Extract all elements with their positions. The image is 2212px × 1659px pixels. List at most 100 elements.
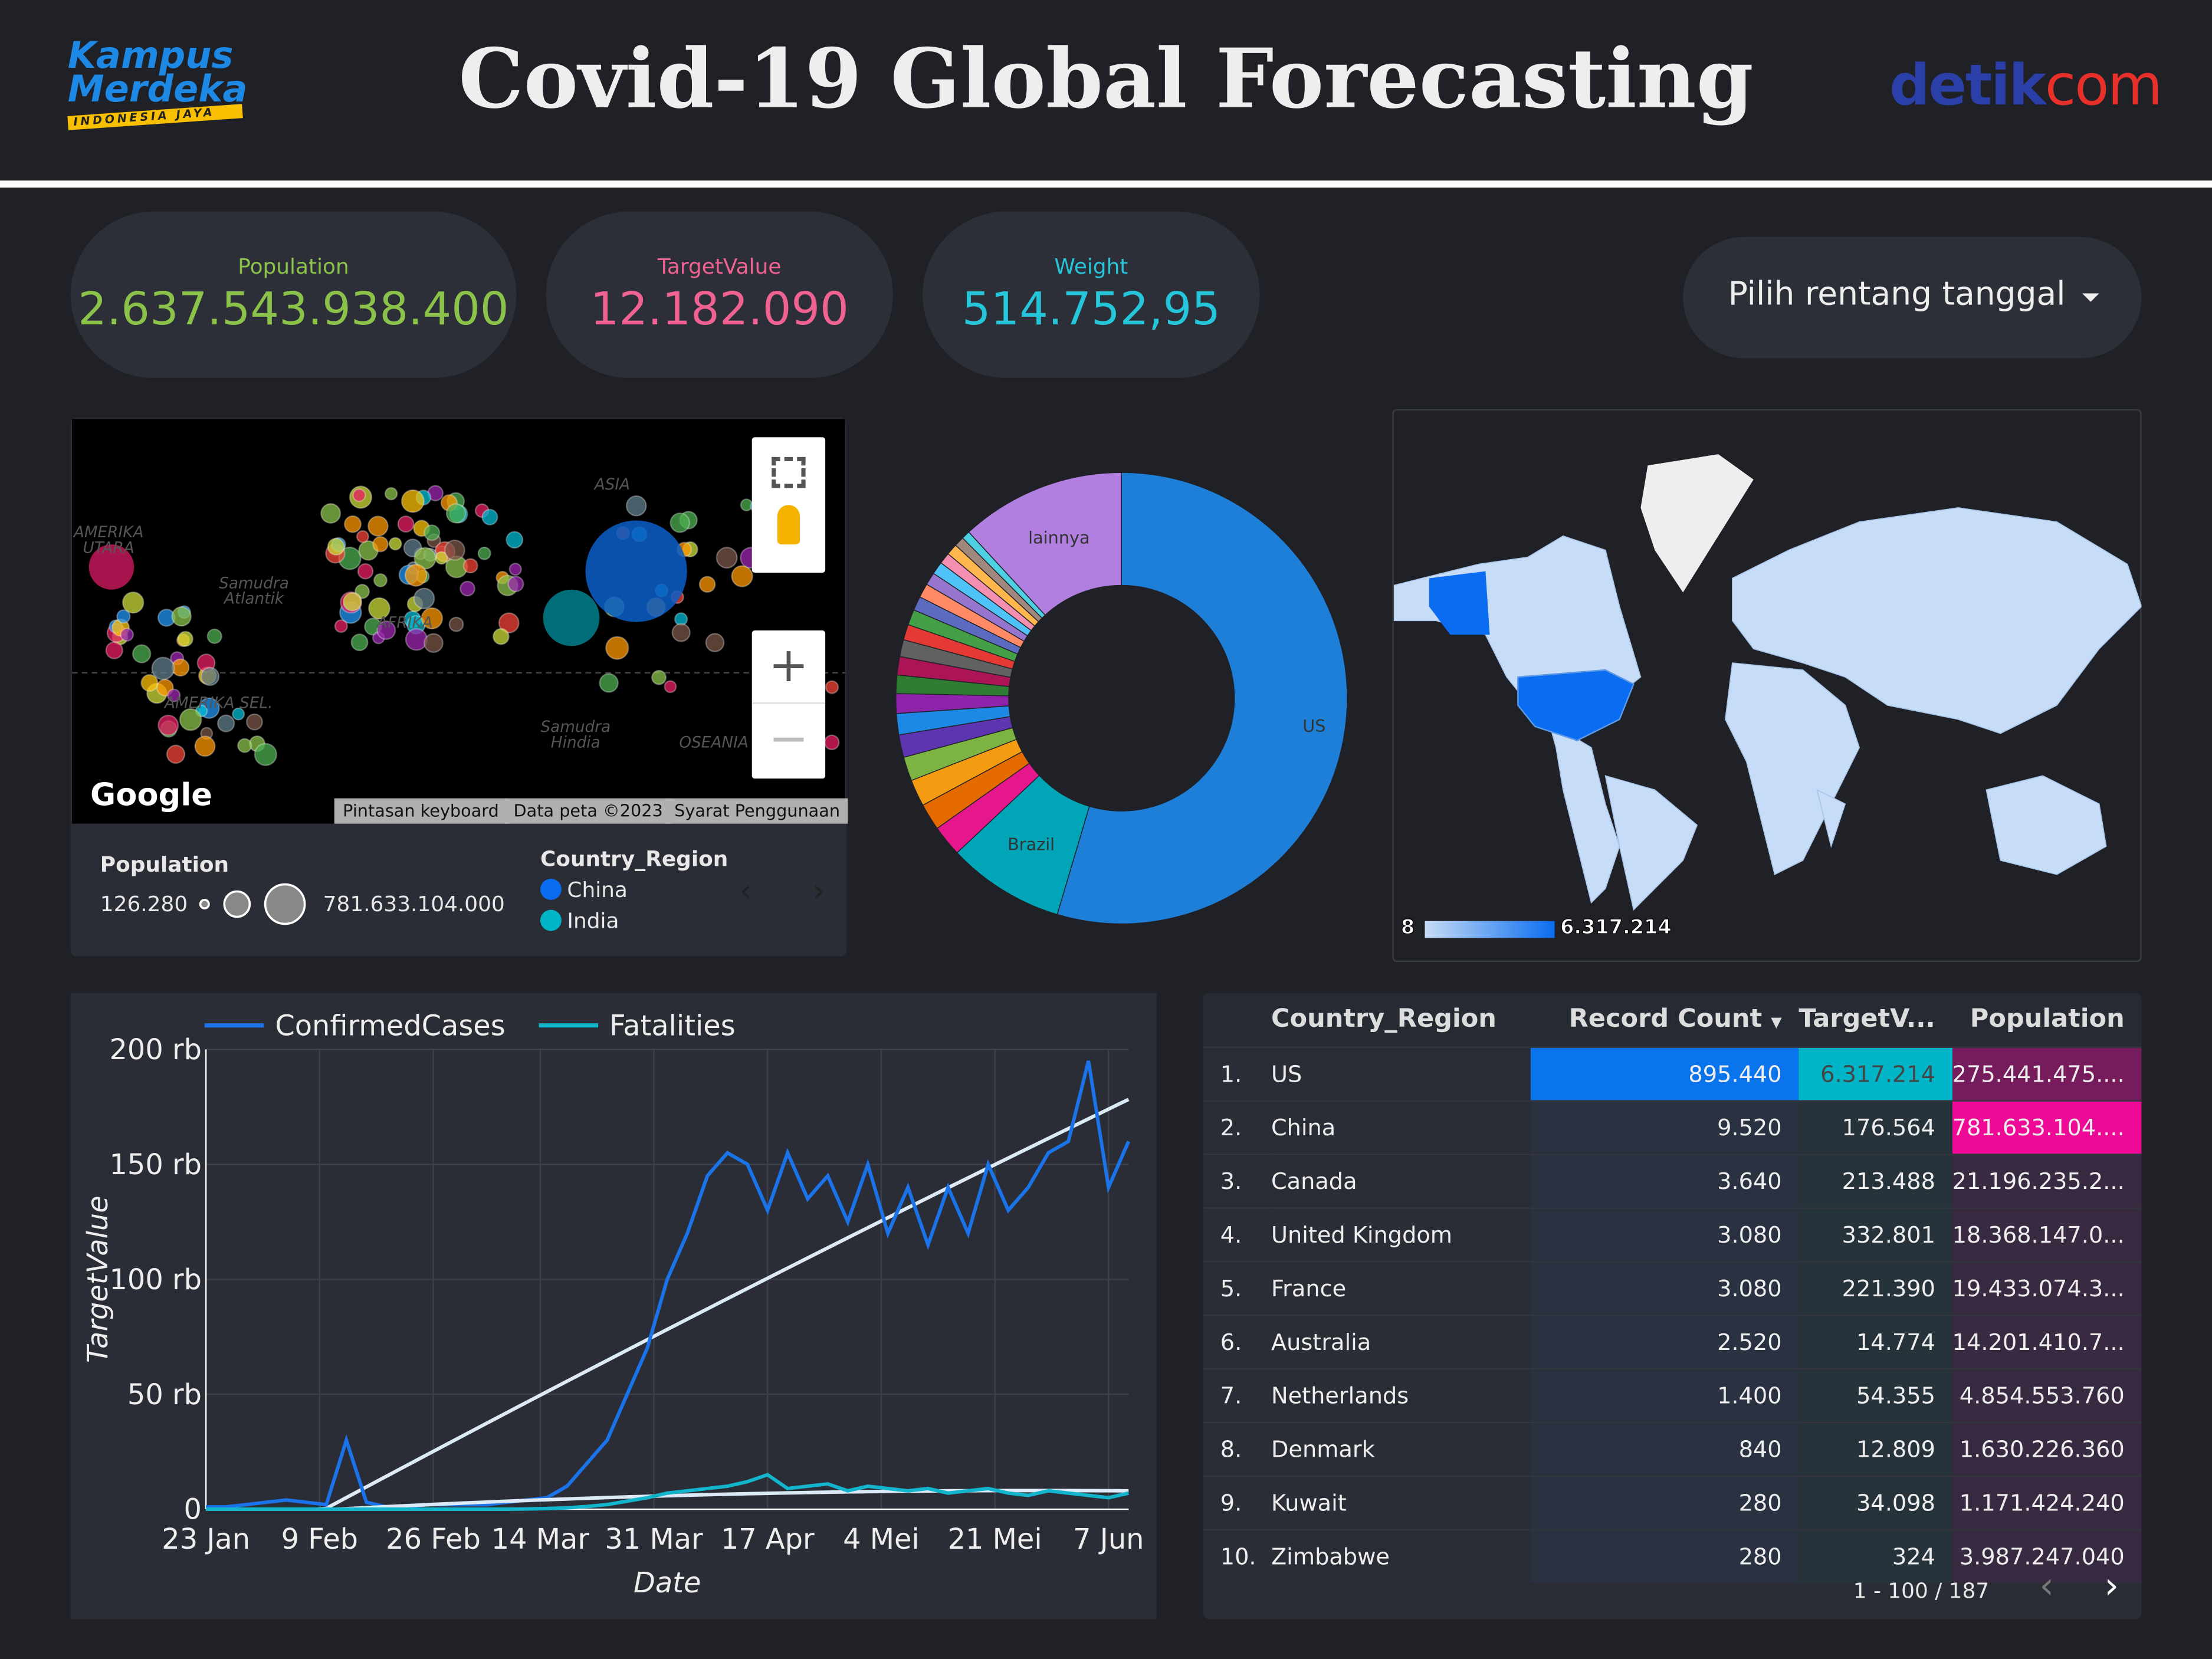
- map-bubble[interactable]: [356, 530, 369, 543]
- map-bubble[interactable]: [350, 633, 369, 652]
- map-bubble[interactable]: [179, 708, 202, 731]
- table-row[interactable]: 9. Kuwait 280 34.098 1.171.424.240: [1203, 1474, 2142, 1529]
- map-bubble[interactable]: [384, 487, 398, 501]
- map-bubble[interactable]: [492, 628, 510, 645]
- map-bubble-china[interactable]: [585, 520, 687, 622]
- map-bubble[interactable]: [401, 489, 425, 513]
- geo-map[interactable]: [1393, 423, 2142, 916]
- map-bubble[interactable]: [413, 547, 437, 570]
- legend-next-icon[interactable]: ›: [812, 874, 825, 910]
- map-bubble[interactable]: [352, 488, 366, 502]
- map-bubble[interactable]: [120, 628, 134, 642]
- line-chart[interactable]: 0 50 rb 100 rb 150 rb 200 rb 23 Jan 9 Feb 26 Fe…: [71, 993, 1157, 1619]
- map-bubble[interactable]: [217, 714, 235, 732]
- map-bubble[interactable]: [376, 620, 396, 640]
- donut-chart[interactable]: US Brazil lainnya: [889, 465, 1354, 931]
- map-bubble[interactable]: [481, 508, 498, 525]
- col-population[interactable]: Population: [1952, 993, 2142, 1047]
- map-bubble[interactable]: [705, 633, 725, 652]
- map-bubble[interactable]: [462, 558, 478, 574]
- bubble-map[interactable]: [71, 419, 845, 824]
- map-bubble[interactable]: [373, 573, 388, 587]
- map-bubble[interactable]: [825, 680, 839, 694]
- table-row[interactable]: 7. Netherlands 1.400 54.355 4.854.553.760: [1203, 1367, 2142, 1422]
- map-bubble[interactable]: [460, 580, 475, 597]
- zoom-in-icon[interactable]: +: [751, 630, 826, 704]
- map-bubble[interactable]: [177, 630, 193, 647]
- map-bubble[interactable]: [671, 623, 691, 642]
- map-bubble[interactable]: [605, 636, 629, 660]
- map-bubble[interactable]: [194, 735, 216, 757]
- col-record-count[interactable]: Record Count ▼: [1530, 993, 1799, 1047]
- map-bubble[interactable]: [157, 714, 179, 736]
- terms-link[interactable]: Syarat Penggunaan: [665, 798, 849, 824]
- pegman-icon[interactable]: [777, 505, 800, 545]
- map-bubble[interactable]: [508, 563, 522, 576]
- map-bubble[interactable]: [122, 591, 145, 614]
- legend-prev-icon[interactable]: ‹: [739, 874, 752, 910]
- prev-page-icon[interactable]: ‹: [2039, 1565, 2055, 1608]
- map-bubble[interactable]: [477, 546, 491, 560]
- table-row[interactable]: 10. Zimbabwe 280 324 3.987.247.040: [1203, 1528, 2142, 1583]
- map-bubble[interactable]: [327, 537, 346, 556]
- table-row[interactable]: 3. Canada 3.640 213.488 21.196.235.2...: [1203, 1153, 2142, 1208]
- table-row[interactable]: 1. US 895.440 6.317.214 275.441.475....: [1203, 1046, 2142, 1100]
- map-bubble[interactable]: [355, 583, 370, 599]
- map-bubble[interactable]: [823, 734, 840, 751]
- map-bubble[interactable]: [625, 495, 647, 517]
- map-bubble[interactable]: [404, 564, 428, 587]
- table-row[interactable]: 5. France 3.080 221.390 19.433.074.3...: [1203, 1260, 2142, 1315]
- map-bubble[interactable]: [320, 502, 342, 524]
- map-bubble[interactable]: [448, 616, 464, 632]
- map-bubble[interactable]: [246, 713, 263, 731]
- date-range-picker[interactable]: Pilih rentang tanggal: [1683, 236, 2142, 359]
- map-bubble[interactable]: [368, 597, 390, 620]
- table-row[interactable]: 6. Australia 2.520 14.774 14.201.410.7...: [1203, 1313, 2142, 1368]
- donut-slice[interactable]: [968, 472, 1123, 616]
- map-bubble[interactable]: [372, 536, 389, 553]
- map-bubble[interactable]: [206, 628, 222, 645]
- map-bubble[interactable]: [357, 563, 374, 580]
- map-bubble[interactable]: [498, 612, 520, 634]
- map-bubble[interactable]: [232, 707, 245, 721]
- donut-slice[interactable]: [1056, 472, 1348, 925]
- table-row[interactable]: 4. United Kingdom 3.080 332.801 18.368.147.0…: [1203, 1207, 2142, 1262]
- map-bubble[interactable]: [445, 503, 467, 524]
- zoom-out-icon[interactable]: −: [768, 711, 809, 768]
- map-bubble[interactable]: [254, 743, 277, 766]
- map-bubble[interactable]: [444, 539, 465, 561]
- fullscreen-icon[interactable]: [772, 456, 806, 488]
- series-line-confirmedcases[interactable]: [206, 1060, 1131, 1509]
- map-bubble[interactable]: [698, 576, 716, 593]
- map-bubble[interactable]: [367, 515, 389, 537]
- map-bubble[interactable]: [507, 576, 524, 593]
- map-bubble[interactable]: [342, 592, 362, 612]
- map-bubble-india[interactable]: [543, 589, 600, 646]
- map-bubble[interactable]: [105, 641, 123, 659]
- map-bubble[interactable]: [166, 744, 186, 764]
- next-page-icon[interactable]: ›: [2104, 1565, 2119, 1608]
- map-bubble[interactable]: [343, 515, 362, 533]
- map-bubble[interactable]: [413, 587, 435, 610]
- map-bubble[interactable]: [424, 524, 441, 541]
- map-bubble[interactable]: [388, 537, 402, 551]
- table-row[interactable]: 2. China 9.520 176.564 781.633.104....: [1203, 1099, 2142, 1154]
- col-country[interactable]: Country_Region: [1271, 993, 1531, 1047]
- map-bubble[interactable]: [397, 515, 415, 533]
- map-bubble[interactable]: [132, 644, 152, 663]
- map-bubble[interactable]: [664, 680, 677, 694]
- map-bubble[interactable]: [200, 666, 220, 686]
- map-bubble[interactable]: [506, 531, 524, 549]
- map-bubble[interactable]: [716, 547, 738, 569]
- map-bubble[interactable]: [151, 656, 175, 681]
- map-bubble[interactable]: [421, 607, 444, 630]
- map-bubble[interactable]: [669, 513, 691, 533]
- map-bubble-us[interactable]: [88, 544, 134, 590]
- map-bubble[interactable]: [599, 673, 619, 693]
- keyboard-shortcuts-link[interactable]: Pintasan keyboard: [334, 798, 508, 824]
- map-bubble[interactable]: [171, 606, 192, 627]
- map-bubble[interactable]: [237, 738, 252, 753]
- map-bubble[interactable]: [116, 609, 131, 624]
- col-targetvalue[interactable]: TargetV...: [1799, 993, 1952, 1047]
- map-bubble[interactable]: [405, 628, 428, 651]
